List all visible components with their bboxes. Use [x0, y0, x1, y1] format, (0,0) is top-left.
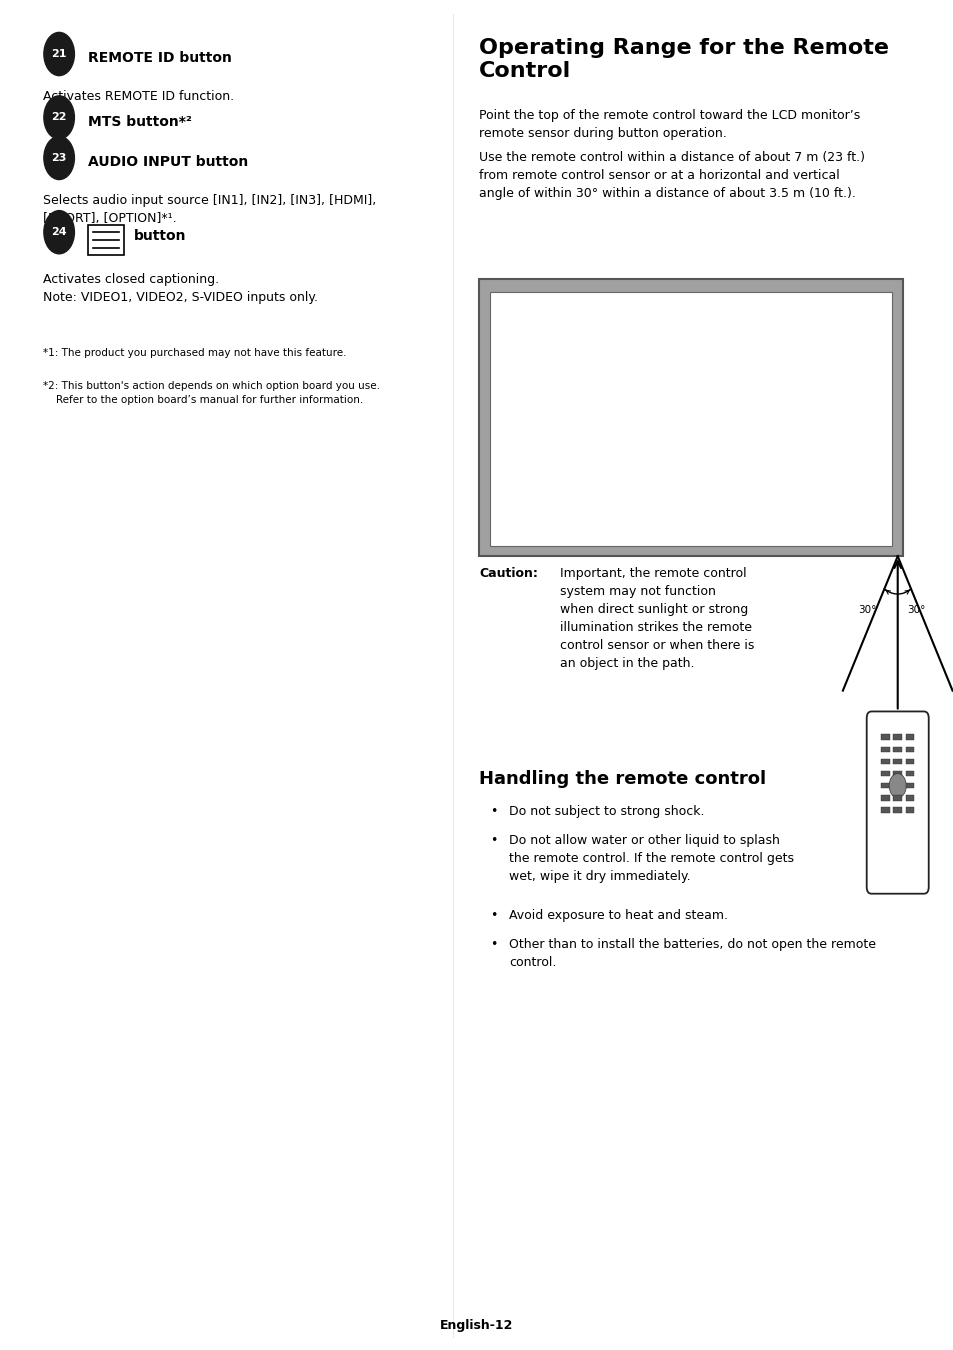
Bar — [893, 747, 902, 752]
Text: Handling the remote control: Handling the remote control — [478, 769, 765, 787]
Text: Caution:: Caution: — [478, 567, 537, 580]
Bar — [893, 759, 902, 764]
Circle shape — [44, 136, 74, 180]
Bar — [905, 734, 913, 740]
Text: Activates closed captioning.
Note: VIDEO1, VIDEO2, S-VIDEO inputs only.: Activates closed captioning. Note: VIDEO… — [43, 273, 317, 304]
Bar — [905, 807, 913, 813]
Bar — [881, 759, 889, 764]
Text: *1: The product you purchased may not have this feature.: *1: The product you purchased may not ha… — [43, 348, 346, 358]
Text: Selects audio input source [IN1], [IN2], [IN3], [HDMI],
[DPORT], [OPTION]*¹.: Selects audio input source [IN1], [IN2],… — [43, 194, 375, 225]
Text: Activates REMOTE ID function.: Activates REMOTE ID function. — [43, 90, 233, 104]
Circle shape — [888, 774, 905, 798]
FancyBboxPatch shape — [865, 711, 928, 894]
Bar — [478, 279, 902, 556]
Bar — [881, 795, 889, 801]
Bar — [905, 747, 913, 752]
Text: Other than to install the batteries, do not open the remote
control.: Other than to install the batteries, do … — [509, 938, 876, 969]
Bar — [905, 795, 913, 801]
Bar — [905, 783, 913, 788]
Text: English-12: English-12 — [440, 1319, 513, 1332]
Text: 24: 24 — [51, 227, 67, 238]
Text: •: • — [490, 834, 497, 848]
Text: Operating Range for the Remote
Control: Operating Range for the Remote Control — [478, 38, 888, 81]
Bar — [905, 771, 913, 776]
Bar — [881, 734, 889, 740]
Bar — [881, 771, 889, 776]
Text: •: • — [490, 805, 497, 818]
Text: 30°: 30° — [857, 605, 876, 616]
Text: 21: 21 — [51, 49, 67, 59]
Bar — [893, 795, 902, 801]
Text: Important, the remote control
system may not function
when direct sunlight or st: Important, the remote control system may… — [559, 567, 754, 670]
Circle shape — [44, 32, 74, 76]
Text: AUDIO INPUT button: AUDIO INPUT button — [88, 155, 248, 169]
Text: Avoid exposure to heat and steam.: Avoid exposure to heat and steam. — [509, 909, 728, 922]
Text: 22: 22 — [51, 112, 67, 123]
Bar — [893, 771, 902, 776]
Text: REMOTE ID button: REMOTE ID button — [88, 51, 232, 65]
Bar — [893, 807, 902, 813]
Bar — [893, 734, 902, 740]
Text: button: button — [133, 230, 186, 243]
Bar — [881, 783, 889, 788]
Bar — [905, 759, 913, 764]
Text: *2: This button's action depends on which option board you use.
    Refer to the: *2: This button's action depends on whic… — [43, 381, 379, 405]
Bar — [490, 293, 891, 547]
Bar — [88, 225, 124, 255]
Text: 30°: 30° — [906, 605, 925, 616]
Text: Point the top of the remote control toward the LCD monitor’s
remote sensor durin: Point the top of the remote control towa… — [478, 109, 860, 140]
Circle shape — [44, 211, 74, 254]
Circle shape — [44, 96, 74, 139]
Bar — [881, 807, 889, 813]
Text: •: • — [490, 938, 497, 952]
Text: 23: 23 — [51, 153, 67, 163]
Text: •: • — [490, 909, 497, 922]
Text: Use the remote control within a distance of about 7 m (23 ft.)
from remote contr: Use the remote control within a distance… — [478, 151, 864, 200]
Text: Do not allow water or other liquid to splash
the remote control. If the remote c: Do not allow water or other liquid to sp… — [509, 834, 794, 883]
Text: Do not subject to strong shock.: Do not subject to strong shock. — [509, 805, 704, 818]
Text: MTS button*²: MTS button*² — [88, 115, 192, 128]
Bar — [881, 747, 889, 752]
